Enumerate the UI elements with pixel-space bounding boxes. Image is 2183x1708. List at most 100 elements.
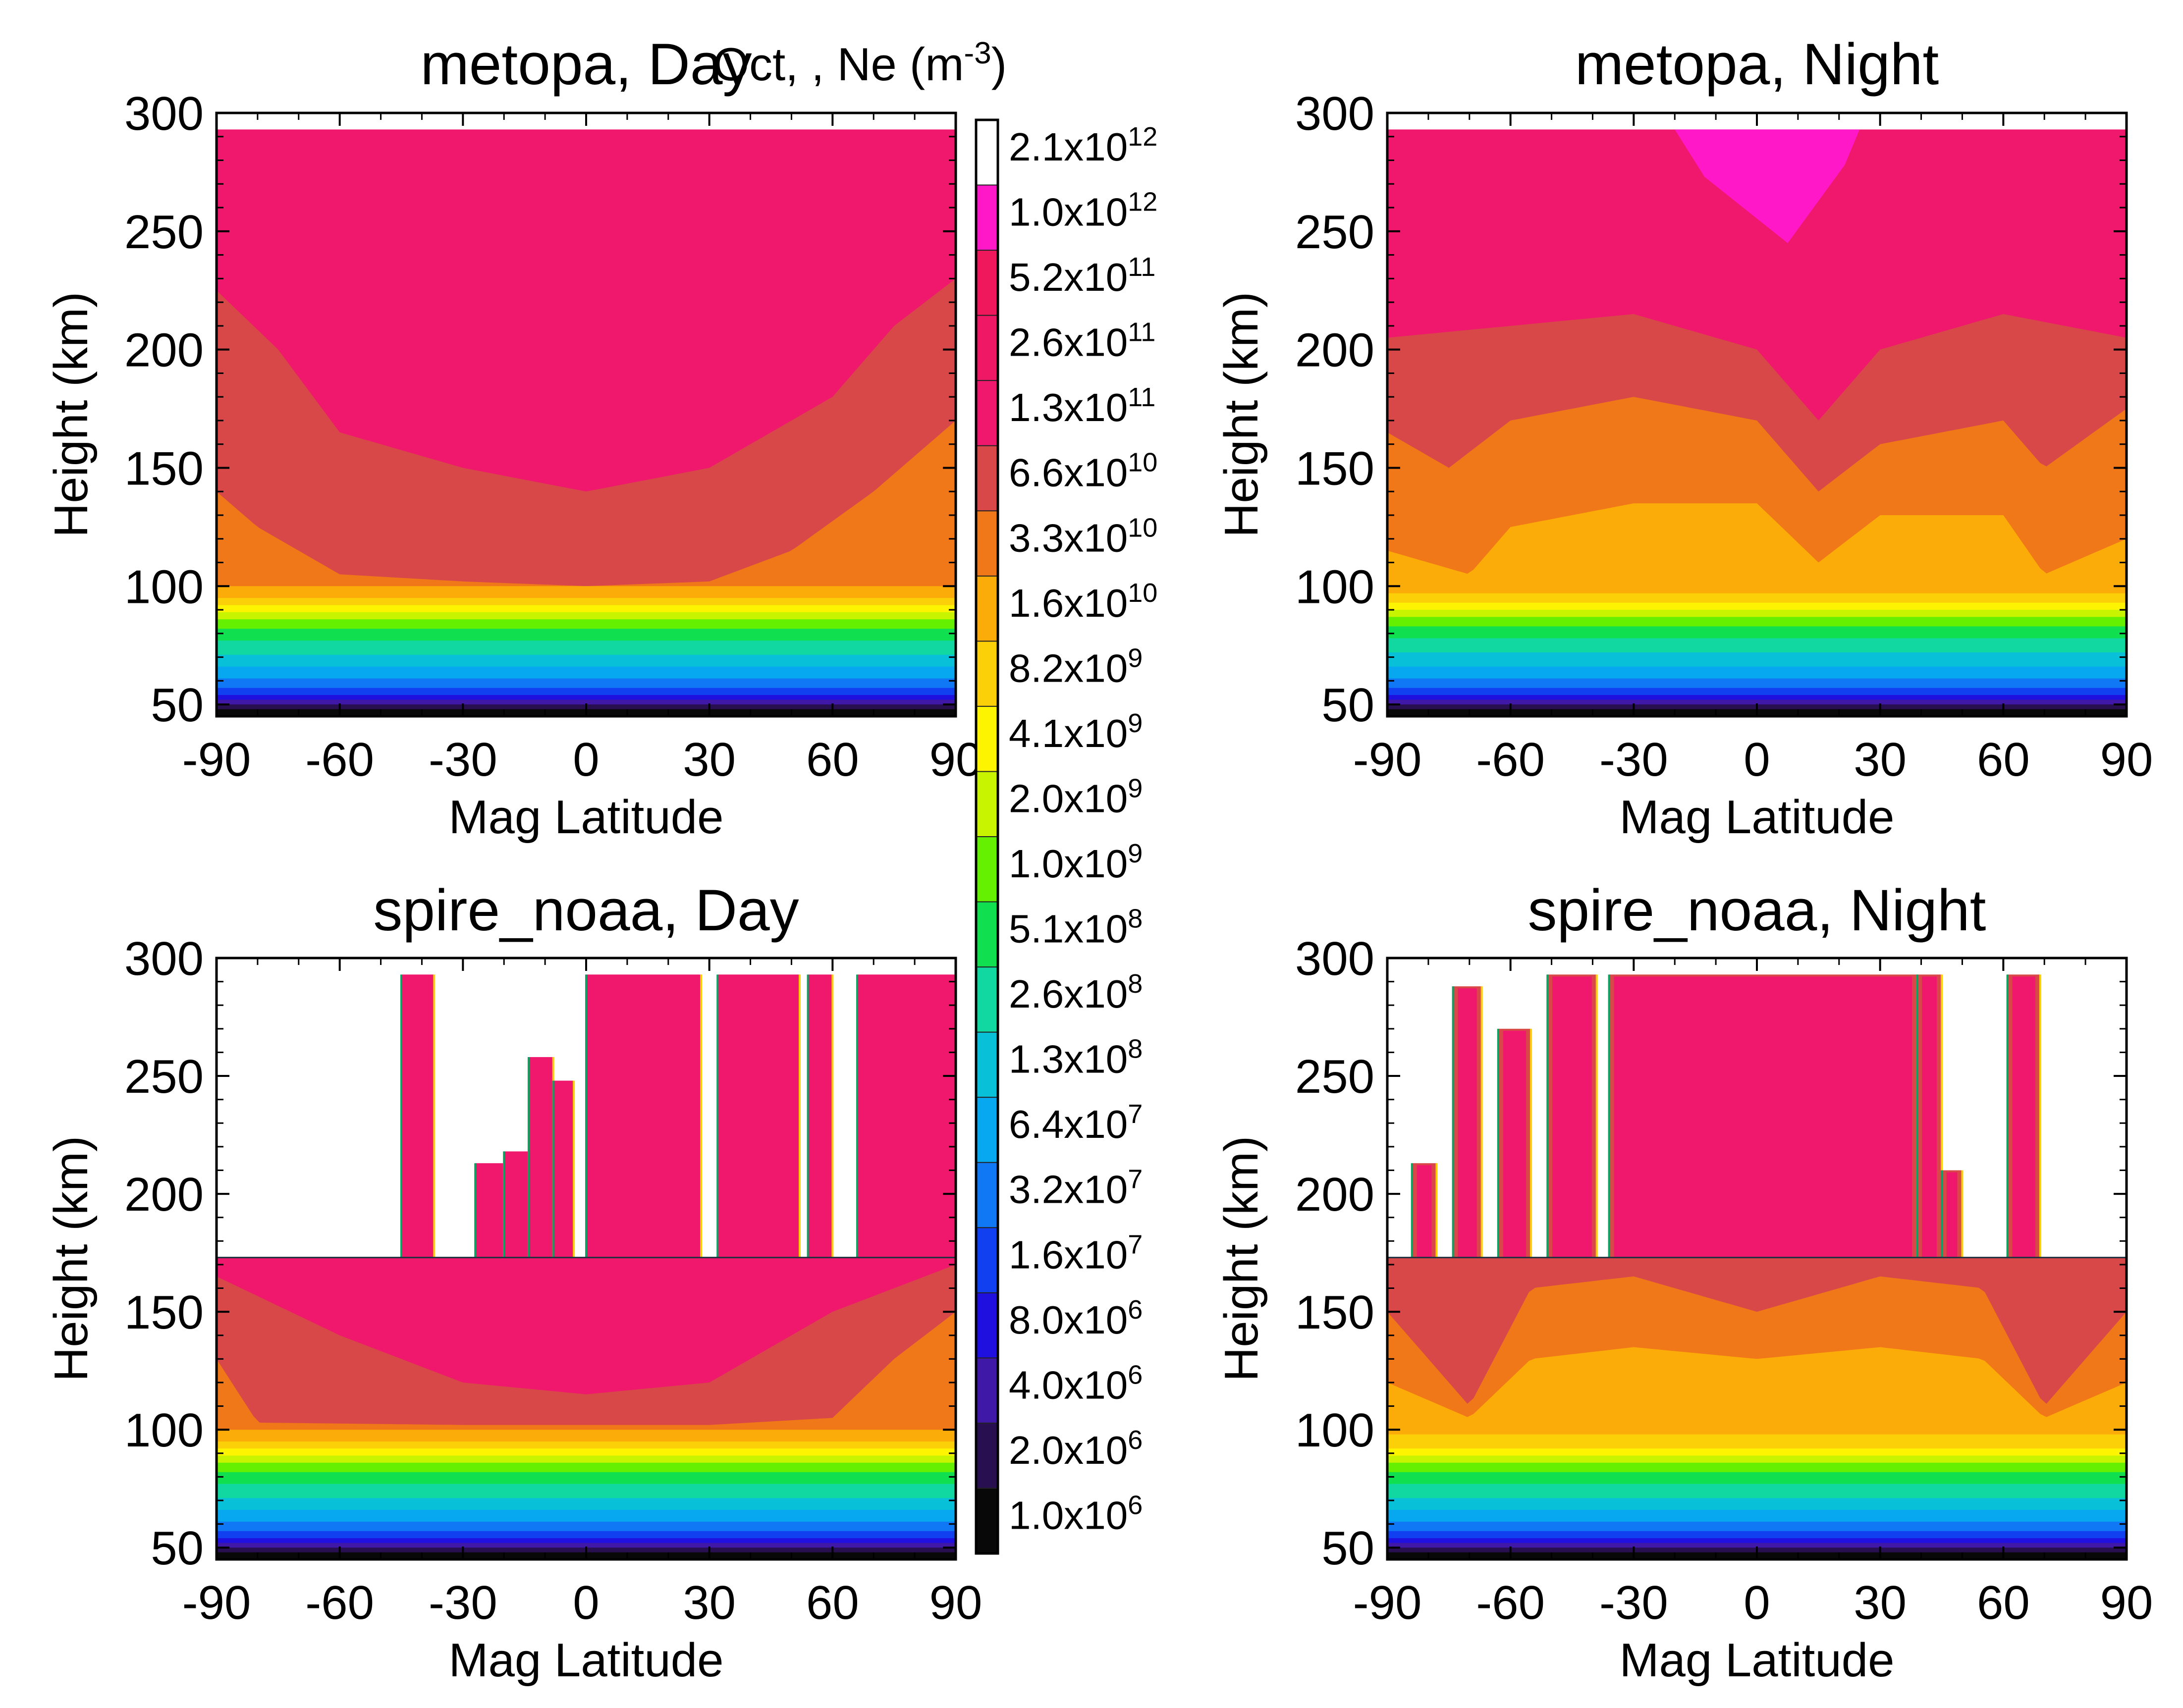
colorbar-label-exponent: 7 — [1128, 1165, 1143, 1194]
colorbar-swatch — [976, 1488, 998, 1554]
colorbar-frame — [975, 118, 999, 1555]
x-tick-label: -30 — [1599, 733, 1668, 786]
colorbar-label-mantissa: 5.2x10 — [1009, 255, 1128, 299]
colorbar-label-mantissa: 1.0x10 — [1009, 1493, 1128, 1537]
colorbar-swatch — [976, 185, 998, 251]
colorbar-label-exponent: 7 — [1128, 1229, 1143, 1259]
colorbar-label-exponent: 9 — [1128, 643, 1143, 673]
colorbar-title-end: ) — [991, 38, 1007, 90]
y-tick-label: 200 — [1295, 324, 1374, 377]
x-tick-label: 0 — [1744, 733, 1770, 786]
y-axis-label: Height (km) — [45, 292, 98, 537]
colorbar-label-mantissa: 5.1x10 — [1009, 907, 1128, 951]
colorbar-label: 1.0x109 — [1009, 839, 1143, 886]
data-column-core — [406, 976, 430, 1258]
y-tick-label: 50 — [1321, 679, 1374, 732]
y-tick-label: 200 — [124, 324, 204, 377]
x-tick-label: 0 — [573, 1576, 599, 1629]
x-tick-label: 90 — [929, 733, 982, 786]
y-axis-label: Height (km) — [1215, 1136, 1268, 1382]
colorbar-label-mantissa: 6.4x10 — [1009, 1102, 1128, 1146]
x-tick-label: -90 — [182, 1576, 251, 1629]
colorbar-swatch — [976, 250, 998, 316]
x-tick-label: -30 — [429, 1576, 497, 1629]
panel-spire-noaa-night: spire_noaa, Night -90 -60 -30 0 30 60 90 50 100 1… — [1215, 878, 2153, 1687]
colorbar-title: Oct, , Ne (m-3) — [713, 36, 1007, 90]
data-column-core — [558, 1082, 569, 1258]
x-tick-label: 30 — [1854, 733, 1907, 786]
colorbar-label: 1.0x106 — [1009, 1490, 1143, 1537]
y-tick-label: 300 — [1295, 87, 1374, 140]
colorbar-swatch — [976, 837, 998, 903]
x-tick-label: 30 — [1854, 1576, 1907, 1629]
x-axis-label: Mag Latitude — [1619, 1634, 1894, 1687]
data-column-core — [722, 976, 795, 1258]
colorbar-label-exponent: 11 — [1128, 382, 1155, 412]
y-axis-label: Height (km) — [45, 1136, 98, 1382]
colorbar-label: 1.0x1012 — [1009, 187, 1157, 234]
x-tick-label: 60 — [1977, 1576, 2030, 1629]
colorbar-label-exponent: 6 — [1128, 1425, 1143, 1455]
data-column-core — [480, 1165, 499, 1258]
y-axis-label: Height (km) — [1215, 292, 1268, 537]
colorbar-label: 3.3x1010 — [1009, 513, 1157, 560]
colorbar-swatch — [976, 967, 998, 1033]
y-tick-label: 200 — [124, 1168, 204, 1221]
data-column-core — [509, 1153, 524, 1258]
colorbar-label-mantissa: 3.3x10 — [1009, 516, 1128, 560]
colorbar-label-exponent: 7 — [1128, 1099, 1143, 1129]
data-column-core — [1458, 988, 1477, 1258]
colorbar-label: 6.6x1010 — [1009, 448, 1157, 495]
colorbar-label-exponent: 10 — [1128, 448, 1157, 478]
x-tick-label: 0 — [1744, 1576, 1770, 1629]
y-tick-label: 150 — [1295, 1286, 1374, 1339]
colorbar-label-mantissa: 4.0x10 — [1009, 1363, 1128, 1407]
data-column-core — [1922, 976, 1937, 1258]
colorbar-swatch — [976, 511, 998, 577]
colorbar-swatches — [976, 120, 998, 1554]
colorbar-label: 1.3x1011 — [1009, 382, 1155, 429]
plot-area: -90 -60 -30 0 30 60 90 50 100 150 200 250 300 — [1295, 932, 2153, 1629]
y-tick-label: 250 — [1295, 1050, 1374, 1103]
panel-spire-noaa-day: spire_noaa, Day -90 -60 -30 0 30 60 90 50 100 150… — [45, 878, 982, 1687]
colorbar-swatch — [976, 1162, 998, 1228]
data-column-core — [591, 976, 697, 1258]
data-column-core — [1614, 976, 1912, 1258]
y-tick-label: 250 — [124, 1050, 204, 1103]
y-tick-label: 150 — [1295, 442, 1374, 495]
colorbar-label-exponent: 12 — [1128, 187, 1157, 217]
colorbar-label: 8.2x109 — [1009, 643, 1143, 690]
panel-metopa-day: metopa, Day -90 -60 -30 0 30 60 90 50 100 150 200 2… — [45, 32, 982, 844]
colorbar-label-exponent: 10 — [1128, 578, 1157, 608]
x-tick-label: -90 — [1353, 1576, 1422, 1629]
data-column-core — [1947, 1172, 1958, 1258]
colorbar-label-mantissa: 8.0x10 — [1009, 1298, 1128, 1342]
colorbar-swatch — [976, 576, 998, 642]
colorbar-label-mantissa: 1.3x10 — [1009, 1037, 1128, 1081]
x-tick-label: 60 — [806, 1576, 859, 1629]
data-column-core — [533, 1059, 548, 1258]
panel-title: spire_noaa, Night — [1528, 878, 1986, 943]
colorbar-label: 1.6x1010 — [1009, 578, 1157, 625]
x-tick-label: -90 — [1353, 733, 1422, 786]
colorbar-label-exponent: 6 — [1128, 1295, 1143, 1325]
colorbar-label-mantissa: 4.1x10 — [1009, 711, 1128, 755]
panel-metopa-night: metopa, Night -90 -60 -30 0 30 60 90 50 100 150 20… — [1215, 32, 2153, 844]
colorbar-label-exponent: 8 — [1128, 1034, 1143, 1064]
colorbar-label: 2.6x1011 — [1009, 318, 1155, 365]
colorbar-label-mantissa: 3.2x10 — [1009, 1168, 1128, 1212]
colorbar-label-mantissa: 1.3x10 — [1009, 385, 1128, 429]
colorbar-label-exponent: 10 — [1128, 513, 1157, 542]
plot-area: -90 -60 -30 0 30 60 90 50 100 150 200 250 300 — [124, 932, 982, 1629]
colorbar-label: 2.0x109 — [1009, 773, 1143, 820]
x-axis-label: Mag Latitude — [448, 791, 723, 844]
colorbar-label-mantissa: 1.6x10 — [1009, 581, 1128, 625]
colorbar-swatch — [976, 120, 998, 186]
y-tick-label: 50 — [1321, 1522, 1374, 1575]
colorbar-label-exponent: 8 — [1128, 969, 1143, 999]
colorbar-label: 4.0x106 — [1009, 1360, 1143, 1407]
colorbar-label: 8.0x106 — [1009, 1295, 1143, 1342]
plot-area: -90 -60 -30 0 30 60 90 50 100 150 200 250 300 — [1295, 87, 2153, 786]
colorbar-label-exponent: 9 — [1128, 708, 1143, 738]
